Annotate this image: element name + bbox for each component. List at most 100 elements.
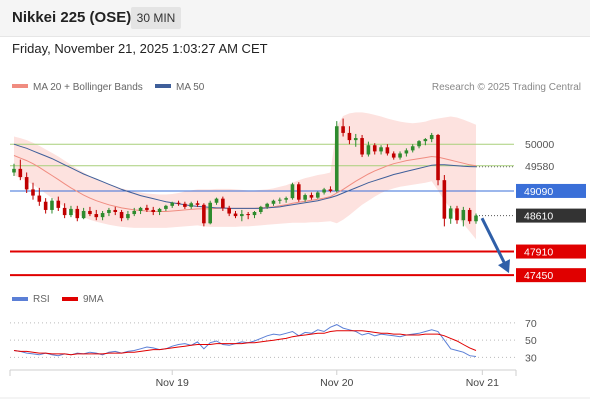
candle	[246, 214, 250, 216]
candle	[353, 138, 358, 141]
candle	[62, 207, 67, 216]
candle	[189, 203, 194, 207]
candle	[284, 198, 288, 200]
candle	[417, 141, 421, 147]
candle	[423, 139, 428, 142]
candle	[341, 126, 345, 133]
rsi-tick-50: 50	[525, 335, 537, 347]
legend-swatch-9ma	[62, 297, 78, 301]
candle	[303, 195, 307, 200]
level-label-47910: 47910	[524, 247, 553, 259]
candle	[145, 207, 149, 210]
forecast-arrow-head	[498, 259, 510, 274]
candle	[113, 209, 118, 212]
candle	[259, 206, 263, 212]
candle	[88, 210, 92, 215]
candle	[31, 189, 35, 196]
candle	[474, 215, 478, 222]
candle	[385, 147, 390, 154]
candle	[126, 214, 130, 219]
candle	[455, 208, 459, 221]
candle	[391, 153, 396, 158]
level-label-48610: 48610	[524, 211, 553, 223]
candle	[176, 202, 181, 204]
candle	[227, 207, 231, 214]
level-label-49580: 49580	[525, 161, 554, 173]
candle	[24, 177, 29, 190]
candle	[240, 214, 244, 217]
rsi-plot: 70 50 30	[10, 318, 537, 364]
candle	[107, 209, 111, 214]
candle	[208, 202, 212, 224]
price-plot: 50000 49580 49090 48610 47910 47450	[10, 112, 586, 283]
candle	[467, 209, 472, 222]
candle	[429, 134, 434, 140]
candle	[328, 189, 333, 191]
timeframe-button[interactable]: 30 MIN	[131, 7, 181, 29]
candle	[410, 146, 415, 151]
legend-rsi-label: RSI	[33, 294, 50, 305]
ma50-line	[13, 143, 477, 209]
candle	[183, 203, 187, 207]
candle	[12, 168, 16, 173]
credit-text: Research © 2025 Trading Central	[432, 82, 581, 93]
x-tick-label-nov-21: Nov 21	[466, 377, 499, 389]
x-tick-label-nov-19: Nov 19	[156, 377, 189, 389]
level-label-47450: 47450	[524, 270, 553, 282]
candle	[436, 134, 440, 181]
candle	[164, 205, 168, 209]
candle	[461, 209, 466, 221]
candle	[315, 192, 320, 198]
candle	[265, 203, 269, 207]
forecast-arrow-shaft	[480, 217, 507, 265]
candle	[157, 208, 162, 212]
candle	[119, 212, 124, 219]
legend-swatch-rsi	[12, 297, 28, 301]
candle	[442, 180, 447, 219]
candle	[138, 207, 143, 211]
rsi-tick-70: 70	[525, 318, 537, 330]
candle	[75, 208, 80, 219]
candle	[195, 203, 200, 205]
level-label-50000: 50000	[525, 139, 554, 151]
candle	[296, 184, 301, 200]
candle	[252, 212, 257, 216]
candle	[43, 201, 48, 210]
rsi-ma9-line	[13, 330, 477, 356]
candle	[366, 145, 371, 155]
candle	[202, 204, 206, 224]
candle	[360, 138, 364, 155]
candle	[94, 214, 99, 218]
rsi-tick-30: 30	[525, 352, 537, 364]
candle	[334, 126, 339, 191]
level-box-47450	[516, 268, 586, 283]
candle	[233, 213, 238, 217]
candle	[50, 200, 54, 210]
legend-swatch-ma50	[155, 84, 171, 88]
candle	[100, 213, 105, 218]
candle	[322, 189, 326, 193]
candle	[151, 209, 156, 212]
candle	[379, 147, 383, 152]
x-axis: Nov 19 Nov 20 Nov 21	[156, 370, 499, 389]
candle	[404, 150, 409, 154]
bollinger-band	[14, 112, 476, 240]
candle	[132, 210, 137, 215]
chart-datetime: Friday, November 21, 2025 1:03:27 AM CET	[12, 41, 268, 56]
candle	[398, 153, 402, 158]
level-box-49090	[516, 183, 586, 198]
candle	[448, 208, 453, 219]
x-tick-label-nov-20: Nov 20	[320, 377, 353, 389]
level-label-49090: 49090	[524, 186, 553, 198]
chart-header: Nikkei 225 (OSE) 30 MIN	[0, 0, 590, 37]
candle	[372, 145, 377, 152]
candle	[37, 195, 42, 202]
level-box-47910	[516, 244, 586, 259]
candle	[221, 198, 225, 208]
candle	[278, 199, 282, 201]
candle	[290, 184, 295, 199]
candle	[56, 200, 61, 208]
candle	[347, 132, 352, 141]
candle	[18, 168, 23, 178]
candle	[170, 202, 175, 206]
